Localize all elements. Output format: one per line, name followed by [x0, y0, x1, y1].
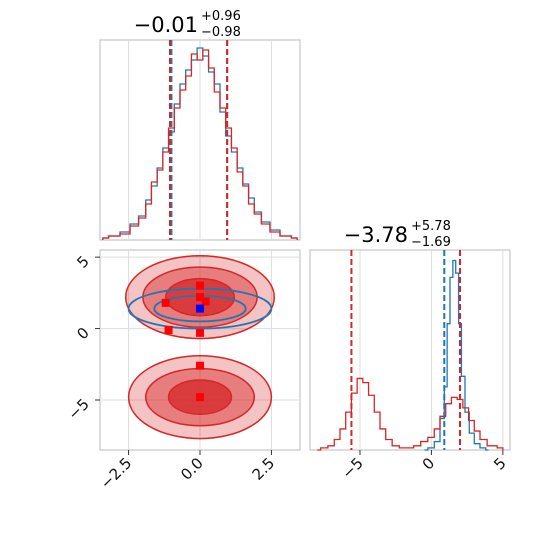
- panel-title-sub: −1.69: [411, 235, 451, 250]
- panel-title-sup: +5.78: [411, 219, 451, 234]
- x-tick-label: 0: [419, 454, 438, 473]
- red-marker: [196, 281, 204, 290]
- histograms: [317, 259, 504, 451]
- gridlines: [359, 250, 504, 450]
- histogram-series: [102, 49, 298, 240]
- x-tick-label: −2.5: [97, 454, 135, 492]
- red-marker: [201, 297, 210, 306]
- y-tick-labels: 5 0 −5: [64, 252, 100, 423]
- blue-marker: [196, 304, 204, 313]
- y-tick-label: −5: [64, 395, 92, 423]
- quantile-lines: [169, 40, 229, 240]
- panel-joint: −2.5 0.0 2.5 5 0 −5: [64, 249, 301, 493]
- histograms: [102, 47, 298, 240]
- red-marker: [164, 326, 173, 334]
- panel-marginal-y: −5 0 5 −3.78 +5.78 −1.69: [309, 219, 511, 482]
- x-tick-label: 2.5: [249, 454, 279, 484]
- panel-title-sub: −0.98: [201, 25, 241, 40]
- markers: [161, 281, 210, 402]
- red-marker: [196, 393, 204, 402]
- red-marker: [196, 293, 204, 302]
- quantile-lines: [350, 250, 461, 450]
- x-tick-label: −5: [338, 454, 366, 482]
- panel-title: −3.78: [344, 223, 408, 247]
- gridlines: [128, 40, 272, 240]
- x-tick-label: 0.0: [177, 454, 207, 484]
- panel-frame: [309, 249, 511, 451]
- panel-marginal-x: −0.01 +0.96 −0.98: [99, 9, 301, 241]
- x-tick-label: 5: [490, 454, 509, 473]
- histogram-series: [102, 47, 298, 240]
- y-tick-label: 5: [73, 252, 92, 271]
- red-marker: [196, 361, 204, 370]
- x-tick-labels: −5 0 5: [338, 450, 510, 482]
- red-marker: [196, 328, 204, 337]
- panel-title-sup: +0.96: [201, 9, 241, 24]
- red-marker: [161, 298, 170, 307]
- x-tick-labels: −2.5 0.0 2.5: [97, 450, 278, 493]
- histogram-series: [424, 259, 489, 451]
- y-tick-label: 0: [73, 324, 92, 343]
- panel-title: −0.01: [134, 13, 198, 37]
- histogram-series: [317, 377, 504, 451]
